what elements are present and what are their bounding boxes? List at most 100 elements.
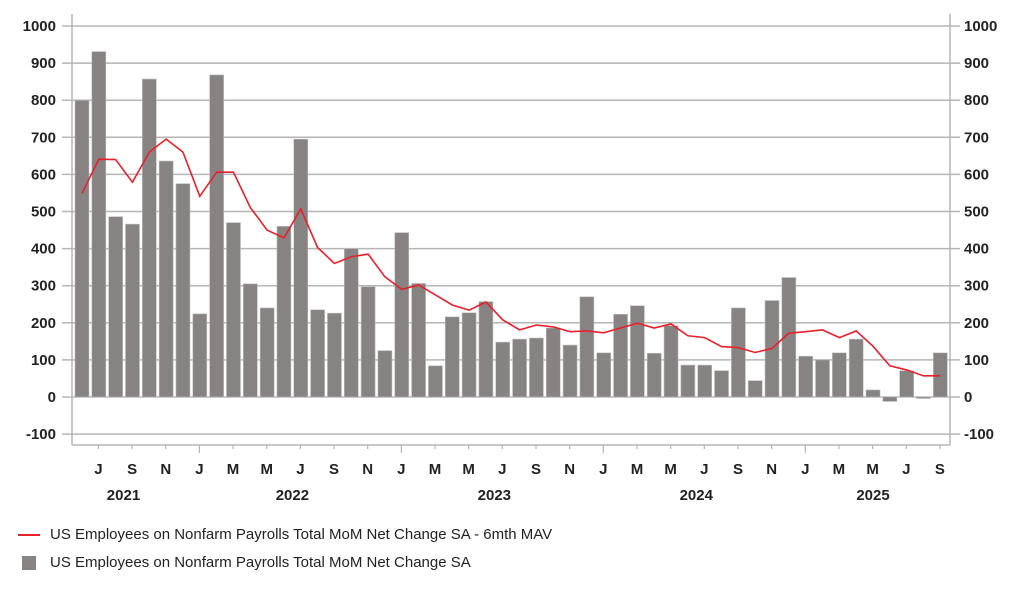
y-tick-label-left: 700 xyxy=(31,129,56,146)
y-tick-label-right: 900 xyxy=(964,55,989,72)
bar xyxy=(882,396,898,402)
bar xyxy=(865,389,881,398)
y-tick-label-left: 1000 xyxy=(23,18,56,35)
bar xyxy=(731,307,746,398)
bar xyxy=(747,380,763,398)
legend-item-bars: US Employees on Nonfarm Payrolls Total M… xyxy=(18,554,471,571)
bar xyxy=(293,138,309,398)
bar xyxy=(259,307,275,398)
legend-item-mav: US Employees on Nonfarm Payrolls Total M… xyxy=(18,526,552,543)
y-tick-label-left: 200 xyxy=(31,315,56,332)
x-tick-label: N xyxy=(362,461,373,478)
y-tick-label-left: 600 xyxy=(31,166,56,183)
bar xyxy=(108,216,123,398)
y-tick-label-right: 800 xyxy=(964,92,989,109)
y-tick-label-left: 0 xyxy=(48,389,56,406)
bar xyxy=(680,364,696,398)
x-tick-label: N xyxy=(766,461,777,478)
mav-line xyxy=(81,138,941,377)
x-tick-label: M xyxy=(866,461,879,478)
y-tick-label-right: 0 xyxy=(964,389,972,406)
y-tick-label-right: 300 xyxy=(964,278,989,295)
legend-label-mav: US Employees on Nonfarm Payrolls Total M… xyxy=(50,526,553,543)
x-tick-label: J xyxy=(599,461,607,478)
bar xyxy=(899,370,914,398)
y-tick-label-right: 600 xyxy=(964,166,989,183)
x-tick-label: M xyxy=(227,461,240,478)
y-tick-label-right: 500 xyxy=(964,204,989,221)
legend-line-swatch xyxy=(18,533,40,536)
bar xyxy=(562,344,578,398)
x-tick-label: M xyxy=(664,461,677,478)
bar xyxy=(646,352,662,398)
bar xyxy=(192,313,208,398)
bar xyxy=(461,312,477,398)
bar xyxy=(832,352,847,398)
bar xyxy=(798,355,813,398)
bar xyxy=(512,338,527,398)
x-tick-label: J xyxy=(296,461,304,478)
x-tick-label: J xyxy=(902,461,910,478)
x-tick-label: J xyxy=(498,461,506,478)
x-tick-label: S xyxy=(531,461,541,478)
x-tick-label: J xyxy=(700,461,708,478)
x-tick-label: N xyxy=(160,461,171,478)
bar xyxy=(360,286,376,398)
bar xyxy=(327,312,342,398)
bar xyxy=(545,327,561,398)
x-tick-label: S xyxy=(935,461,945,478)
bar xyxy=(613,313,628,398)
legend-bar-swatch xyxy=(22,555,36,570)
y-tick-label-left: 900 xyxy=(31,55,56,72)
x-year-label: 2021 xyxy=(107,487,140,504)
bar xyxy=(209,74,224,398)
bar xyxy=(175,183,191,398)
bar xyxy=(529,337,544,398)
x-tick-label: S xyxy=(329,461,339,478)
legend-label-bars: US Employees on Nonfarm Payrolls Total M… xyxy=(50,554,471,571)
x-tick-label: M xyxy=(462,461,475,478)
bar xyxy=(596,352,612,398)
bar xyxy=(91,51,107,398)
bar xyxy=(411,283,426,398)
y-tick-label-left: 800 xyxy=(31,92,56,109)
y-tick-label-right: -100 xyxy=(964,426,994,443)
bar xyxy=(848,338,864,398)
x-year-label: 2022 xyxy=(276,487,309,504)
bar xyxy=(243,283,258,398)
bar xyxy=(142,78,157,398)
bar xyxy=(697,364,713,398)
bar xyxy=(916,396,931,399)
y-tick-label-right: 700 xyxy=(964,129,989,146)
bar xyxy=(428,365,443,398)
y-tick-label-left: 100 xyxy=(31,352,56,369)
y-tick-label-left: 500 xyxy=(31,204,56,221)
x-year-label: 2025 xyxy=(856,487,889,504)
x-tick-label: S xyxy=(127,461,137,478)
x-tick-label: J xyxy=(397,461,405,478)
x-year-label: 2024 xyxy=(680,487,714,504)
bar xyxy=(343,248,359,398)
x-tick-label: M xyxy=(260,461,273,478)
x-tick-label: M xyxy=(429,461,442,478)
y-tick-label-left: 400 xyxy=(31,241,56,258)
x-tick-label: J xyxy=(195,461,203,478)
bar xyxy=(377,350,393,398)
y-tick-label-right: 200 xyxy=(964,315,989,332)
bar xyxy=(444,316,460,398)
x-tick-label: S xyxy=(733,461,743,478)
x-tick-label: M xyxy=(833,461,846,478)
bar xyxy=(663,325,679,398)
x-tick-label: M xyxy=(631,461,644,478)
y-tick-label-right: 100 xyxy=(964,352,989,369)
bar xyxy=(579,296,595,398)
bar xyxy=(478,301,494,398)
bar xyxy=(815,359,830,398)
bar xyxy=(125,223,140,398)
x-tick-label: J xyxy=(94,461,102,478)
bar xyxy=(394,232,410,398)
y-tick-label-left: -100 xyxy=(26,426,56,443)
x-tick-label: J xyxy=(801,461,809,478)
y-tick-label-left: 300 xyxy=(31,278,56,295)
